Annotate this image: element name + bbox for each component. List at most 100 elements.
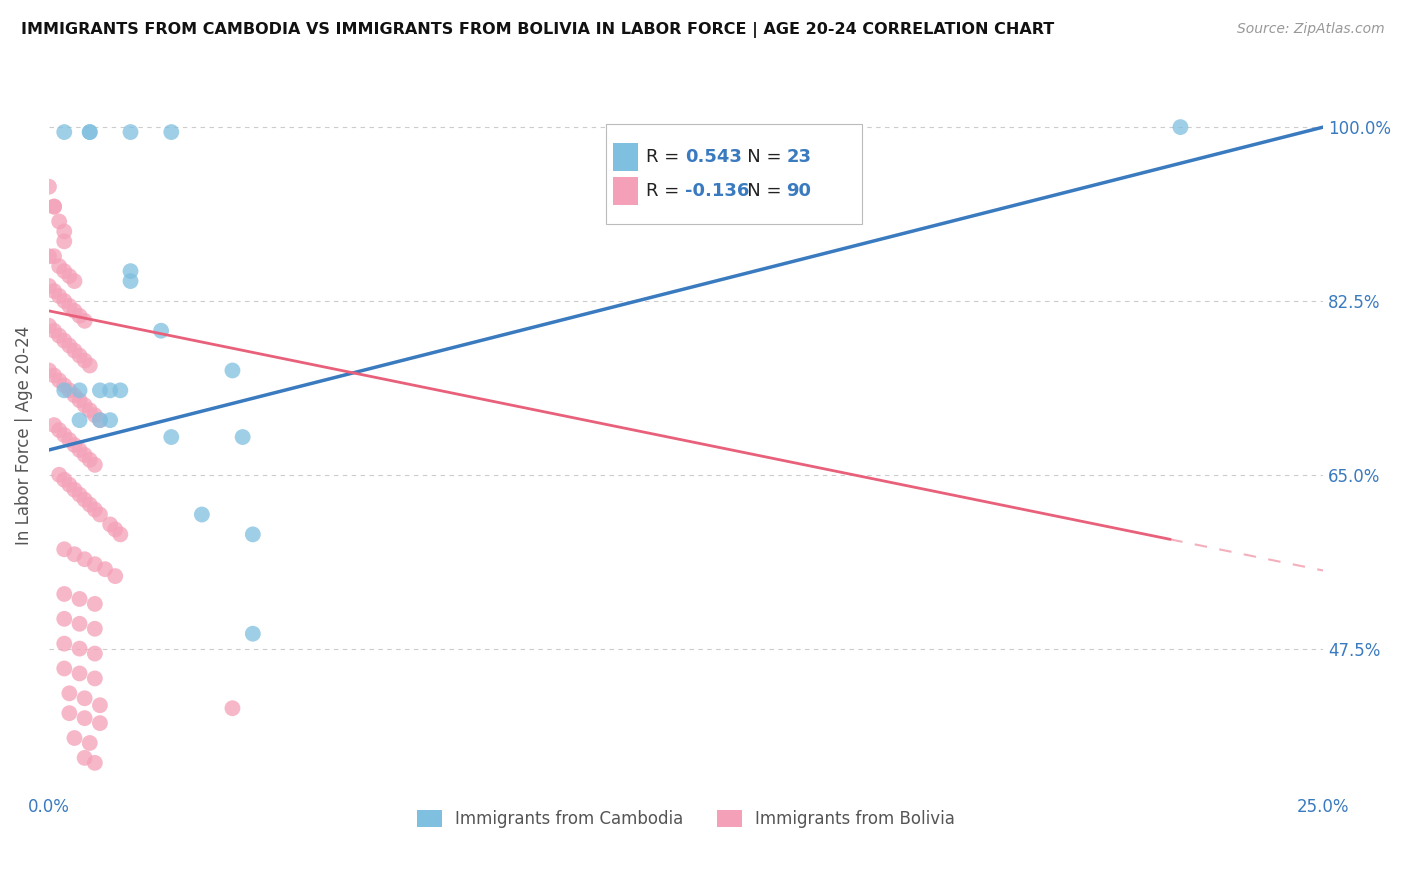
Point: [89, 384, 111, 398]
Point: [120, 264, 142, 278]
Point: [42, 200, 65, 214]
Point: [83, 672, 105, 686]
Point: [232, 430, 254, 444]
Point: [69, 393, 91, 408]
Point: [83, 647, 105, 661]
Point: [1170, 120, 1192, 134]
Point: [73, 448, 96, 462]
Text: IMMIGRANTS FROM CAMBODIA VS IMMIGRANTS FROM BOLIVIA IN LABOR FORCE | AGE 20-24 C: IMMIGRANTS FROM CAMBODIA VS IMMIGRANTS F…: [21, 22, 1054, 38]
Point: [63, 343, 86, 358]
Point: [73, 552, 96, 566]
Point: [79, 359, 101, 373]
Point: [42, 324, 65, 338]
Point: [160, 430, 183, 444]
Point: [83, 408, 105, 422]
Point: [83, 622, 105, 636]
Point: [42, 249, 65, 263]
Point: [69, 384, 91, 398]
Point: [73, 314, 96, 328]
Point: [83, 756, 105, 770]
Text: R =: R =: [645, 182, 685, 200]
Point: [63, 304, 86, 318]
Point: [69, 641, 91, 656]
Point: [53, 428, 76, 442]
Point: [69, 442, 91, 457]
Point: [89, 413, 111, 427]
Point: [53, 125, 76, 139]
Point: [53, 334, 76, 348]
Point: [58, 686, 80, 700]
Point: [83, 502, 105, 516]
Text: 23: 23: [786, 148, 811, 166]
Point: [53, 637, 76, 651]
Point: [58, 338, 80, 352]
Point: [69, 349, 91, 363]
Point: [98, 413, 121, 427]
Point: [48, 214, 70, 228]
Point: [53, 384, 76, 398]
Point: [73, 492, 96, 507]
Point: [38, 179, 60, 194]
Point: [242, 626, 264, 640]
Text: N =: N =: [730, 182, 787, 200]
Text: -0.136: -0.136: [685, 182, 749, 200]
Point: [53, 612, 76, 626]
Point: [73, 398, 96, 412]
Point: [89, 508, 111, 522]
Point: [63, 388, 86, 402]
Point: [110, 527, 132, 541]
Point: [42, 200, 65, 214]
Point: [98, 384, 121, 398]
Point: [83, 597, 105, 611]
Point: [98, 517, 121, 532]
Point: [110, 384, 132, 398]
Point: [53, 224, 76, 238]
Point: [69, 488, 91, 502]
Point: [191, 508, 214, 522]
Point: [63, 547, 86, 561]
Point: [58, 477, 80, 491]
Point: [42, 368, 65, 383]
Point: [79, 125, 101, 139]
Point: [104, 523, 127, 537]
Point: [89, 413, 111, 427]
Point: [48, 373, 70, 387]
Point: [94, 562, 117, 576]
Point: [150, 324, 173, 338]
Point: [38, 279, 60, 293]
Point: [79, 498, 101, 512]
Point: [53, 587, 76, 601]
Point: [48, 467, 70, 482]
Y-axis label: In Labor Force | Age 20-24: In Labor Force | Age 20-24: [15, 326, 32, 545]
Point: [53, 264, 76, 278]
Point: [104, 569, 127, 583]
Point: [42, 418, 65, 433]
Point: [53, 473, 76, 487]
Point: [63, 731, 86, 745]
Point: [53, 293, 76, 308]
Point: [42, 284, 65, 298]
Point: [48, 423, 70, 437]
Point: [73, 353, 96, 368]
Point: [58, 706, 80, 721]
Text: Source: ZipAtlas.com: Source: ZipAtlas.com: [1237, 22, 1385, 37]
Point: [69, 666, 91, 681]
Point: [53, 378, 76, 392]
Point: [120, 274, 142, 288]
Point: [63, 274, 86, 288]
Point: [53, 235, 76, 249]
Point: [58, 384, 80, 398]
Point: [63, 483, 86, 497]
Point: [221, 363, 243, 377]
Point: [221, 701, 243, 715]
Point: [73, 751, 96, 765]
Point: [69, 309, 91, 323]
Point: [89, 698, 111, 713]
Point: [79, 125, 101, 139]
Text: 0.543: 0.543: [685, 148, 742, 166]
Point: [53, 661, 76, 675]
Point: [73, 711, 96, 725]
Point: [58, 299, 80, 313]
Legend: Immigrants from Cambodia, Immigrants from Bolivia: Immigrants from Cambodia, Immigrants fro…: [411, 803, 962, 834]
Point: [160, 125, 183, 139]
